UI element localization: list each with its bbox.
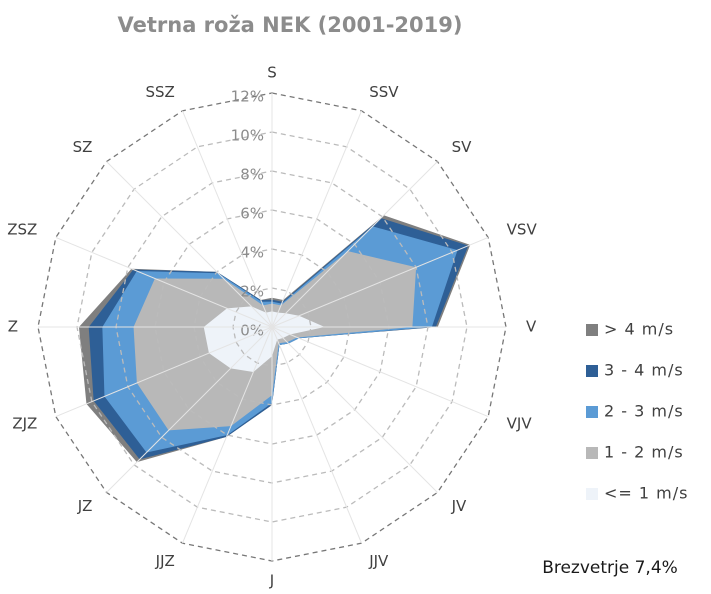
category-label: ZJZ <box>12 415 37 433</box>
category-label: SZ <box>73 138 93 156</box>
category-label: J <box>269 572 274 590</box>
category-label: VSV <box>507 220 538 238</box>
legend-label: 1 - 2 m/s <box>604 443 684 462</box>
category-label: JJZ <box>155 552 175 570</box>
category-label: JJV <box>368 552 389 570</box>
spoke <box>106 326 273 493</box>
category-label: VJV <box>507 415 533 433</box>
legend-label: 2 - 3 m/s <box>604 402 684 421</box>
r-tick-label: 12% <box>231 88 264 106</box>
r-tick-label: 8% <box>240 166 264 184</box>
category-label: JZ <box>77 497 93 515</box>
spoke <box>181 110 273 328</box>
category-label: SSV <box>369 83 399 101</box>
category-label: ZSZ <box>7 220 37 238</box>
r-tick-label: 0% <box>240 322 264 340</box>
radar-area <box>203 306 325 373</box>
spoke <box>271 236 489 328</box>
spoke <box>271 326 489 418</box>
r-tick-label: 4% <box>240 244 264 262</box>
category-label: JV <box>451 497 467 515</box>
category-label: Z <box>8 318 18 336</box>
r-tick-label: 10% <box>231 127 264 145</box>
spoke <box>271 161 438 328</box>
spoke <box>271 326 363 544</box>
r-tick-label: 6% <box>240 205 264 223</box>
category-label: V <box>526 318 537 336</box>
legend-swatch <box>586 447 598 459</box>
spoke <box>106 161 273 328</box>
category-label: SV <box>452 138 473 156</box>
grid-ring <box>76 131 468 523</box>
category-label: SSZ <box>145 83 174 101</box>
legend-swatch <box>586 406 598 418</box>
legend-swatch <box>586 365 598 377</box>
category-label: S <box>267 64 277 82</box>
legend-label: <= 1 m/s <box>604 484 688 503</box>
grid-ring <box>154 209 390 445</box>
chart-title: Vetrna roža NEK (2001-2019) <box>118 13 463 37</box>
spoke <box>181 326 273 544</box>
legend-label: 3 - 4 m/s <box>604 361 684 380</box>
spoke <box>55 236 273 328</box>
spoke <box>271 326 438 493</box>
spoke <box>55 326 273 418</box>
legend-label: > 4 m/s <box>604 320 674 339</box>
spoke <box>271 110 363 328</box>
legend-swatch <box>586 488 598 500</box>
legend-swatch <box>586 324 598 336</box>
annotation: Brezvetrje 7,4% <box>542 558 678 578</box>
r-tick-label: 2% <box>240 283 264 301</box>
